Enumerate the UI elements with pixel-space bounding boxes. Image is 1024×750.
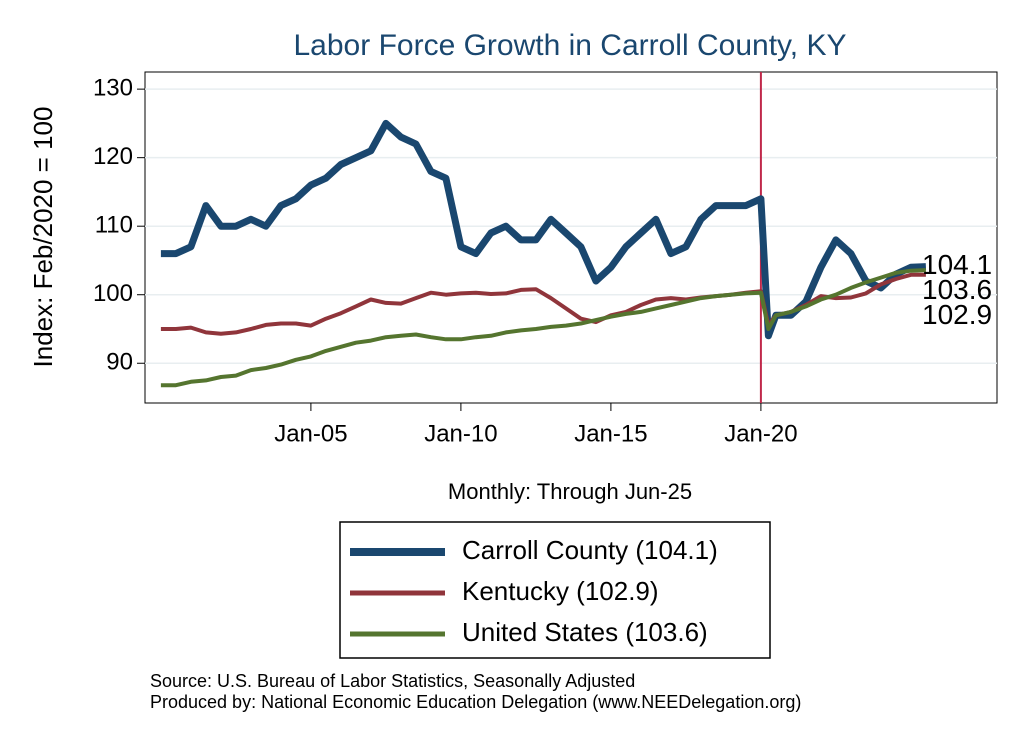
y-tick-label: 110 [95,212,133,239]
end-label: 103.6 [922,274,992,305]
note: Produced by: National Economic Education… [150,692,801,712]
series-line [160,268,926,388]
x-tick-label: Jan-20 [724,420,797,447]
end-label: 102.9 [922,299,992,330]
y-tick-label: 90 [106,349,133,376]
chart-title: Labor Force Growth in Carroll County, KY [294,29,847,62]
end-label: 104.1 [922,249,992,280]
legend-label: United States (103.6) [462,617,708,647]
y-tick-label: 130 [93,74,133,101]
x-tick-label: Jan-15 [574,420,647,447]
y-tick-label: 120 [93,143,133,170]
legend-label: Carroll County (104.1) [462,535,718,565]
y-axis-title: Index: Feb/2020 = 100 [28,107,58,368]
x-axis-title: Monthly: Through Jun-25 [448,479,692,504]
y-tick-label: 100 [93,280,133,307]
x-tick-label: Jan-10 [424,420,497,447]
note: Source: U.S. Bureau of Labor Statistics,… [150,671,635,691]
x-tick-label: Jan-05 [274,420,347,447]
legend-label: Kentucky (102.9) [462,576,659,606]
